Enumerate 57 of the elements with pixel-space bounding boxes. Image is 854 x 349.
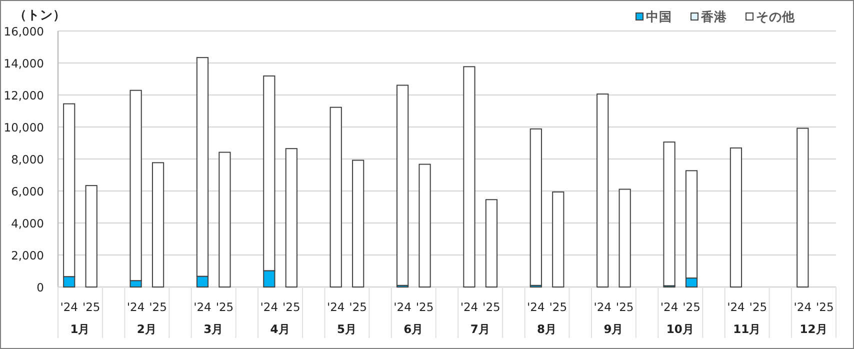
x-tick-label: '24 [60,300,78,314]
x-tick-label: '24 [794,300,812,314]
bar [396,84,409,286]
bar [463,66,476,288]
bar [796,128,809,288]
bar [530,128,542,286]
x-tick-label: '25 [616,300,634,314]
x-tick-label: '24 [260,300,278,314]
x-tick-label: '25 [416,300,434,314]
y-tick-label: 16,000 [4,24,44,38]
x-tick-label: '24 [394,300,412,314]
y-tick-label: 10,000 [4,120,44,134]
text: 10月 [666,322,694,336]
x-tick-label: '25 [482,300,500,314]
text: 1月 [70,322,90,336]
y-tick-label: 0 [36,280,44,294]
x-tick-label: '24 [460,300,478,314]
x-tick-label: '25 [282,300,300,314]
bar [330,106,342,288]
x-tick-label: '24 [594,300,612,314]
y-tick-label: 4,000 [11,216,44,230]
text: 4月 [270,322,290,336]
text: 8月 [537,322,558,336]
x-tick-label: '25 [816,300,834,314]
text: 6月 [404,322,424,336]
bar [596,94,609,288]
x-tick-label: '25 [349,300,367,314]
x-tick-label: '24 [727,300,745,314]
x-tick-label: '24 [660,300,678,314]
legend-label: 香港 [700,9,728,24]
legend-label: 中国 [646,9,672,24]
text: 12月 [800,322,828,336]
bar [730,147,742,288]
text: 2月 [136,322,157,336]
bar [663,142,676,286]
text: 3月 [204,322,224,336]
text: 11月 [733,322,762,336]
x-tick-label: '24 [326,300,345,314]
y-tick-label: 14,000 [4,56,44,70]
text: 7月 [470,322,490,336]
text: 5月 [336,322,357,336]
text: 9月 [604,322,624,336]
y-tick-label: 2,000 [11,248,44,262]
x-tick-label: '25 [549,300,568,314]
legend-label: その他 [756,9,796,24]
x-tick-label: '25 [749,300,768,314]
x-tick-label: '25 [216,300,234,314]
y-axis-title: （トン） [14,7,66,22]
y-tick-label: 12,000 [4,88,44,102]
x-tick-label: '24 [527,300,545,314]
x-tick-label: '24 [194,300,212,314]
y-tick-label: 6,000 [11,184,44,198]
y-tick-label: 8,000 [11,152,44,166]
x-tick-label: '24 [126,300,145,314]
x-tick-label: '25 [149,300,167,314]
x-tick-label: '25 [682,300,700,314]
x-tick-label: '25 [82,300,100,314]
